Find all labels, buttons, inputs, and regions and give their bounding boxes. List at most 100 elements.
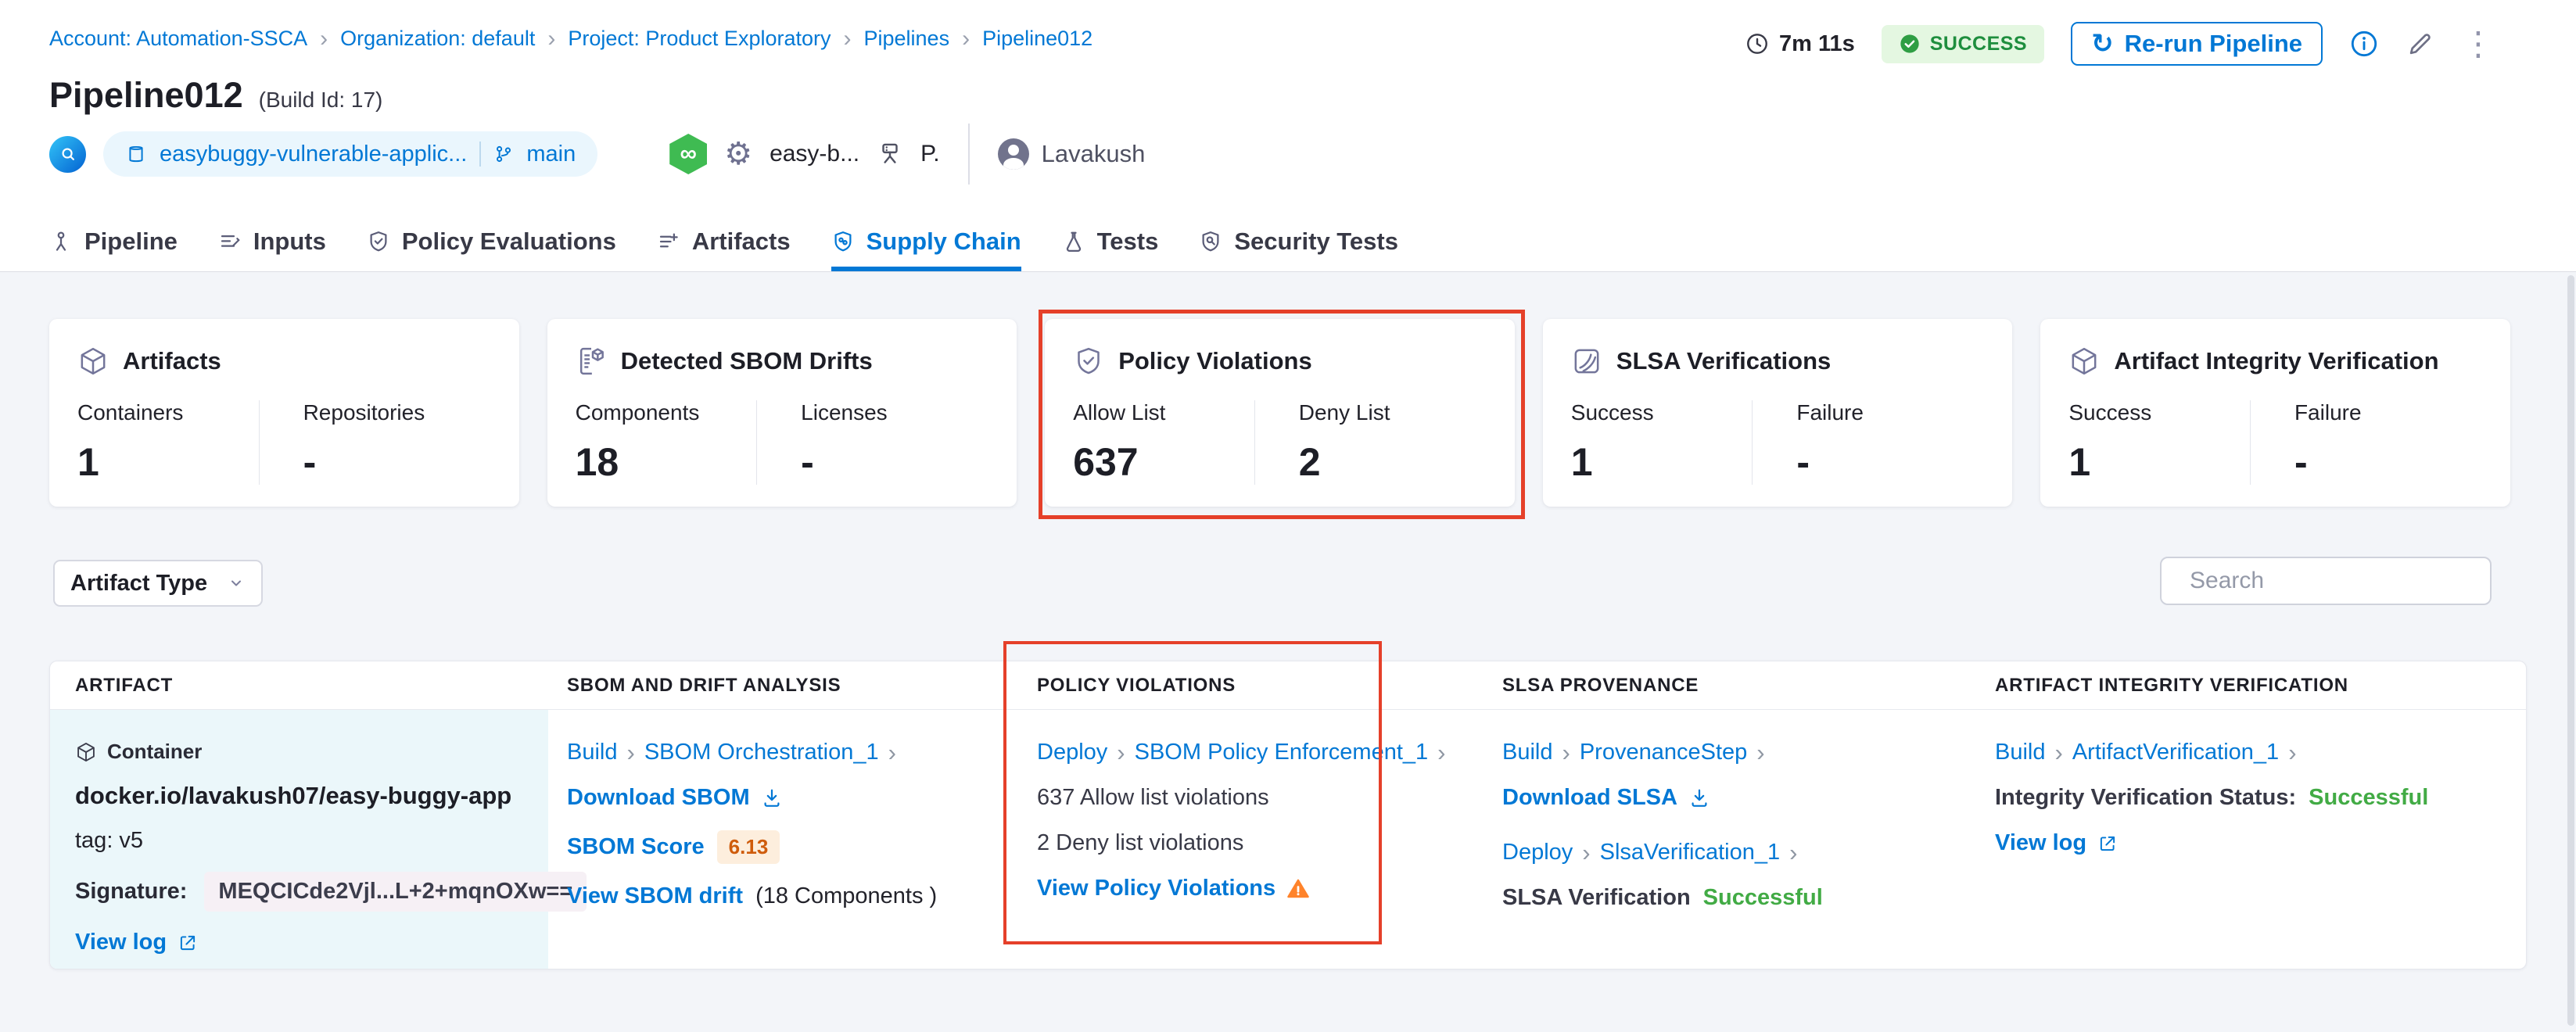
card-title: Policy Violations	[1118, 347, 1312, 374]
stat-label: Failure	[1796, 400, 1864, 425]
breadcrumb-account[interactable]: Account: Automation-SSCA	[49, 27, 308, 50]
repository-icon	[129, 145, 143, 163]
col-header-sbom: SBOM AND DRIFT ANALYSIS	[567, 674, 841, 696]
download-icon	[1692, 789, 1707, 807]
tab-supply-chain[interactable]: Supply Chain	[831, 211, 1021, 271]
card-title: Artifact Integrity Verification	[2114, 347, 2439, 374]
branch-name[interactable]: main	[526, 141, 576, 167]
card-slsa-verifications: SLSA Verifications Success 1 Failure -	[1542, 319, 2013, 507]
info-icon[interactable]	[2349, 29, 2379, 59]
summary-cards: Artifacts Containers 1 Repositories - De…	[49, 319, 2510, 507]
stat-value: -	[303, 440, 317, 484]
trigger-user: P.	[920, 141, 940, 167]
signature-value[interactable]: MEQCICde2Vjl...L+2+mqnOXw==	[204, 872, 587, 912]
vertical-scrollbar[interactable]	[2567, 275, 2574, 1026]
shield-check-icon	[1078, 347, 1100, 374]
rerun-pipeline-button[interactable]: ↻ Re-run Pipeline	[2071, 22, 2323, 66]
stage-link[interactable]: Deploy	[1502, 840, 1573, 865]
col-header-slsa-provenance: SLSA PROVENANCE	[1502, 674, 1699, 696]
stat-value: 637	[1073, 440, 1139, 484]
edit-pencil-icon[interactable]	[2406, 29, 2435, 59]
stat-value: -	[801, 440, 814, 484]
step-link[interactable]: SBOM Orchestration_1	[644, 740, 879, 765]
slsa-verification-status: Successful	[1702, 885, 1823, 910]
card-artifacts: Artifacts Containers 1 Repositories -	[49, 319, 519, 507]
signature-label: Signature:	[75, 879, 188, 904]
tab-policy-evaluations[interactable]: Policy Evaluations	[367, 211, 616, 271]
trigger-group: ∞ ⚙ easy-b... P.	[669, 134, 940, 174]
card-artifact-integrity: Artifact Integrity Verification Success …	[2040, 319, 2510, 507]
trigger-server-icon	[882, 143, 898, 163]
executor-group: Lavakush	[997, 138, 1145, 170]
search-box	[2160, 557, 2492, 605]
step-link[interactable]: ProvenanceStep	[1579, 740, 1748, 765]
stat-label: Success	[1570, 400, 1654, 425]
stat-label: Deny List	[1298, 400, 1390, 425]
chevron-down-icon	[231, 580, 241, 586]
view-log-link[interactable]: View log	[1995, 830, 2118, 856]
step-link[interactable]: SBOM Policy Enforcement_1	[1134, 740, 1429, 765]
stage-link[interactable]: Build	[1995, 740, 2046, 765]
kebab-menu-icon[interactable]: ⋮	[2462, 25, 2495, 62]
stat-label: Allow List	[1073, 400, 1166, 425]
integrity-status-value: Successful	[2309, 785, 2429, 810]
view-log-link[interactable]: View log	[75, 930, 198, 955]
signature-row: Signature: MEQCICde2Vjl...L+2+mqnOXw==	[75, 872, 587, 912]
stat-label: Repositories	[303, 400, 425, 425]
artifact-name: docker.io/lavakush07/easy-buggy-app	[75, 782, 512, 809]
cell-policy-violations: Deploy › SBOM Policy Enforcement_1 › 637…	[1004, 710, 1487, 969]
table-row: Container docker.io/lavakush07/easy-bugg…	[50, 710, 2526, 969]
cube-icon	[81, 347, 106, 375]
search-input[interactable]	[2190, 568, 2492, 594]
flask-icon	[1066, 231, 1081, 252]
breadcrumb-organization[interactable]: Organization: default	[340, 27, 536, 50]
tab-inputs[interactable]: Inputs	[218, 211, 326, 271]
stat-value: 2	[1298, 440, 1321, 484]
execution-duration: 7m 11s	[1745, 31, 1855, 57]
pipeline-icon	[56, 231, 66, 251]
tab-security-tests[interactable]: Security Tests	[1199, 211, 1398, 271]
view-sbom-drift-link[interactable]: View SBOM drift	[567, 883, 744, 908]
artifacts-table: ARTIFACT SBOM AND DRIFT ANALYSIS POLICY …	[49, 661, 2527, 969]
deny-list-violations: 2 Deny list violations	[1037, 830, 1244, 855]
sbom-score-badge: 6.13	[716, 830, 780, 864]
tab-tests[interactable]: Tests	[1062, 211, 1158, 271]
sbom-drift-components: (18 Components )	[755, 883, 938, 908]
header-actions: 7m 11s SUCCESS ↻ Re-run Pipeline ⋮	[1745, 19, 2495, 69]
card-title: Detected SBOM Drifts	[620, 347, 873, 374]
sbom-score-link[interactable]: SBOM Score	[567, 834, 705, 859]
external-link-icon	[2101, 836, 2115, 851]
stage-link[interactable]: Deploy	[1037, 740, 1108, 765]
breadcrumb-pipelines[interactable]: Pipelines	[863, 27, 950, 50]
git-branch-icon	[497, 145, 511, 163]
repo-name[interactable]: easybuggy-vulnerable-applic...	[160, 141, 468, 167]
integrity-status-label: Integrity Verification Status:	[1995, 785, 2297, 810]
view-policy-violations-link[interactable]: View Policy Violations	[1037, 876, 1310, 901]
step-link[interactable]: SlsaVerification_1	[1599, 840, 1781, 865]
download-slsa-link[interactable]: Download SLSA	[1502, 785, 1710, 811]
stage-link[interactable]: Build	[1502, 740, 1553, 765]
tab-artifacts[interactable]: Artifacts	[657, 211, 791, 271]
step-link[interactable]: ArtifactVerification_1	[2072, 740, 2280, 765]
slsa-verification-label: SLSA Verification	[1502, 885, 1691, 910]
policy-step-breadcrumb: Deploy › SBOM Policy Enforcement_1 ›	[1037, 739, 1446, 766]
col-header-integrity: ARTIFACT INTEGRITY VERIFICATION	[1995, 674, 2348, 696]
stage-link[interactable]: Build	[567, 740, 618, 765]
download-sbom-link[interactable]: Download SBOM	[567, 785, 783, 811]
artifact-type-dropdown[interactable]: Artifact Type	[53, 560, 263, 607]
tab-pipeline[interactable]: Pipeline	[49, 211, 178, 271]
stat-value: -	[2294, 440, 2308, 484]
pill-divider	[479, 142, 482, 167]
integrity-step-breadcrumb: Build › ArtifactVerification_1 ›	[1995, 739, 2297, 766]
card-title: Artifacts	[123, 347, 221, 374]
supply-chain-shield-icon	[834, 231, 852, 251]
col-header-policy-violations: POLICY VIOLATIONS	[1037, 674, 1236, 696]
repo-branch-pill[interactable]: easybuggy-vulnerable-applic... main	[103, 131, 598, 177]
breadcrumb-project[interactable]: Project: Product Exploratory	[568, 27, 831, 50]
sbom-step-breadcrumb: Build › SBOM Orchestration_1 ›	[567, 739, 896, 766]
cell-artifact: Container docker.io/lavakush07/easy-bugg…	[50, 710, 587, 969]
breadcrumb-pipeline012[interactable]: Pipeline012	[982, 27, 1093, 50]
stat-value: 1	[77, 440, 99, 484]
page-title: Pipeline012	[49, 75, 243, 115]
stat-value: 18	[575, 440, 619, 484]
